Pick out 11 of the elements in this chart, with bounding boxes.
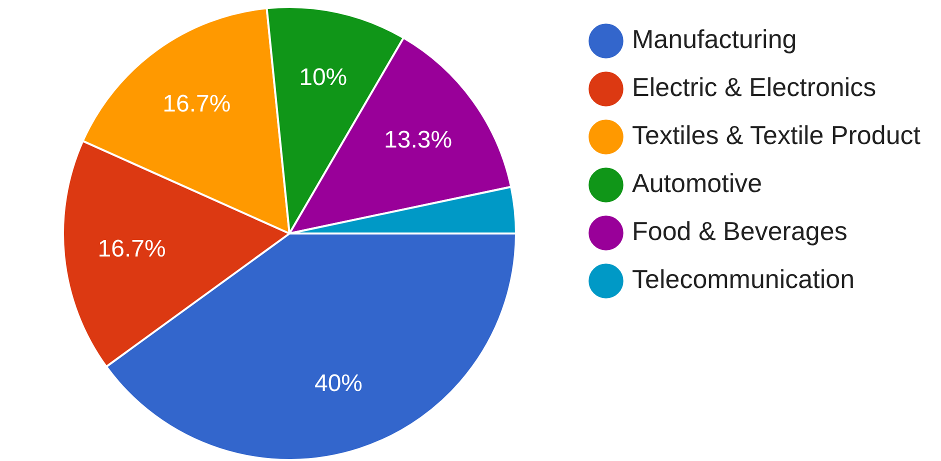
data-label: 40% (314, 370, 363, 397)
legend-label: Manufacturing (632, 24, 797, 54)
data-label: 10% (299, 64, 348, 92)
legend-label: Electric & Electronics (632, 72, 876, 102)
data-label: 13.3% (384, 126, 452, 154)
data-label: 16.7% (98, 236, 166, 263)
legend-label: Automotive (632, 168, 762, 198)
legend-label: Food & Beverages (632, 216, 848, 246)
legend-label: Textiles & Textile Product (632, 120, 922, 150)
legend-label: Telecommunication (632, 264, 855, 294)
data-label: 16.7% (162, 90, 231, 118)
